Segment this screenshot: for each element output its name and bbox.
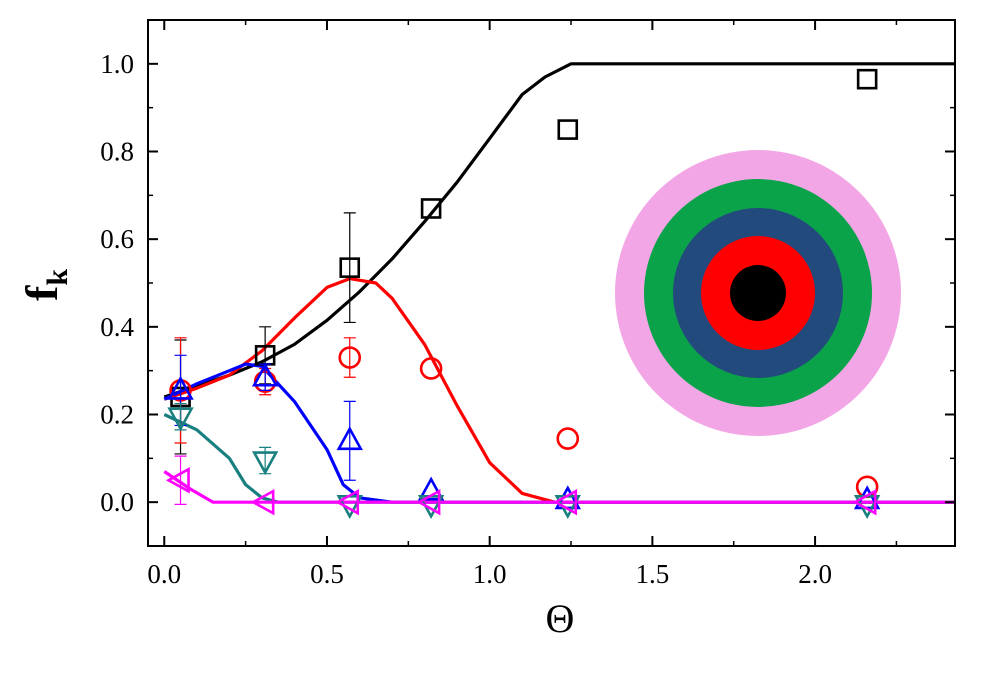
fit-curve-1 [163, 62, 955, 399]
fit-curve-3 [163, 362, 955, 504]
fit-curves [163, 62, 955, 504]
error-bar-3-3 [343, 400, 356, 481]
data-point-3-4 [417, 476, 445, 501]
data-point-4-1 [167, 407, 194, 432]
y-tick-label: 0.4 [100, 312, 134, 342]
data-point-2-3 [338, 346, 362, 369]
error-bar-2-3 [343, 337, 356, 378]
y-axis-title-sub: k [41, 269, 74, 286]
axes: 0.0 0.5 1.0 1.5 2.0 0.0 0.2 0.4 0.6 0.8 1.0 [100, 19, 956, 589]
data-point-3-2 [251, 362, 279, 387]
y-tick-label: 0.0 [100, 487, 134, 517]
error-bar-1-3 [343, 212, 356, 324]
data-point-5-3 [335, 488, 360, 516]
x-tick-label: 0.0 [147, 559, 181, 589]
data-point-5-1 [165, 467, 190, 494]
y-axis-title-main: f [16, 285, 67, 301]
data-point-5-5 [553, 488, 578, 516]
x-axis-title: Θ [546, 596, 575, 641]
y-tick-label: 1.0 [100, 49, 134, 79]
inset-ring-5 [730, 265, 786, 321]
data-point-3-1 [167, 375, 194, 400]
x-tick-label: 1.0 [473, 559, 507, 589]
fit-curve-5 [163, 470, 955, 504]
fit-curve-4 [163, 413, 955, 504]
data-point-1-5 [557, 119, 579, 140]
y-axis-title: fk [16, 269, 74, 301]
y-tick-label: 0.6 [100, 224, 134, 254]
data-point-2-4 [419, 357, 443, 380]
data-point-4-2 [251, 451, 279, 476]
data-point-2-5 [556, 427, 580, 450]
data-point-1-6 [856, 68, 878, 90]
x-tick-label: 2.0 [798, 559, 832, 589]
error-bar-5-1 [174, 455, 187, 505]
data-point-5-6 [852, 488, 877, 516]
y-tick-label: 0.8 [100, 137, 134, 167]
data-point-5-4 [416, 488, 441, 516]
x-tick-label: 1.5 [636, 559, 670, 589]
data-points [165, 68, 881, 520]
y-tick-label: 0.2 [100, 400, 134, 430]
concentric-rings-inset [615, 150, 901, 436]
data-point-1-3 [339, 257, 361, 278]
data-point-5-2 [250, 488, 275, 516]
data-point-3-3 [336, 426, 363, 451]
data-point-1-4 [420, 198, 442, 219]
x-tick-label: 0.5 [310, 559, 344, 589]
